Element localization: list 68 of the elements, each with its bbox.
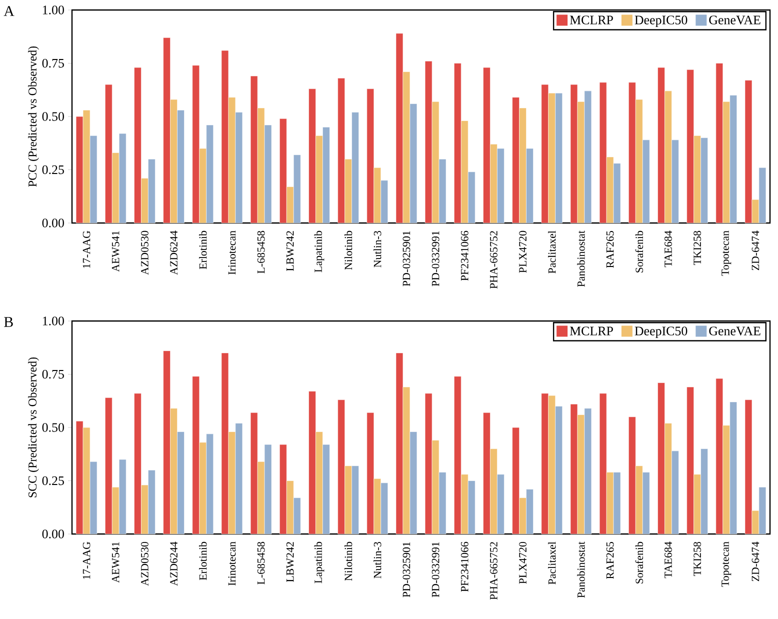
legend-label: MCLRP [570,16,613,24]
x-tick-label: TAE684 [664,542,672,578]
y-tick-label: 0.25 [42,476,64,486]
legend-label: DeepIC50 [634,16,688,28]
x-tick-label: 17-AAG [82,230,90,268]
x-tick-label: Panobinostat [577,542,585,598]
legend-label: GeneVAE [709,326,760,336]
y-axis-title: PCC (Predicted vs Observed) [28,46,39,187]
x-tick-label: AEW541 [112,542,120,583]
y-tick-label: 1.00 [42,316,64,326]
x-tick-label: Paclitaxel [548,542,556,584]
x-tick-label: Irinotecan [228,542,236,586]
x-tick-label: TAE684 [664,230,672,268]
x-tick-label: Erlotinib [199,542,207,580]
x-tick-label: PD-0332991 [432,231,440,286]
x-tick-label: AZD0530 [141,230,148,275]
text: A [4,6,14,16]
x-tick-label: PLX4720 [519,542,526,584]
x-tick-label: Erlotinib [199,230,207,270]
y-tick-label: 0.50 [42,112,64,121]
x-tick-label: L-685458 [257,542,265,584]
x-tick-label: Nutlin-3 [374,230,382,268]
legend-label: MCLRP [570,326,613,336]
x-tick-label: Topotecan [722,542,732,587]
x-tick-label: L-685458 [257,230,265,274]
y-tick-label: 0.25 [42,165,64,174]
x-tick-label: Sorafenib [635,230,644,272]
x-tick-label: Nutlin-3 [374,542,382,578]
y-tick-label: 1.00 [42,6,64,14]
x-tick-label: Lapatinib [314,230,324,272]
x-tick-label: PF2341066 [460,230,468,281]
x-tick-label: RAF265 [606,230,614,268]
x-tick-label: PLX4720 [519,230,526,273]
x-tick-label: RAF265 [606,542,614,579]
text: B [4,317,13,327]
x-tick-label: Lapatinib [314,542,324,584]
x-tick-label: Topotecan [722,230,732,276]
x-tick-label: PD-0325901 [402,231,410,286]
x-tick-label: PHA-665752 [490,542,498,600]
x-tick-label: Nilotinib [344,542,352,581]
x-tick-label: AZD6244 [170,542,178,586]
x-tick-label: ZD-6474 [752,542,760,582]
x-tick-label: AZD6244 [170,230,178,275]
x-tick-label: PHA-665752 [490,231,498,289]
x-tick-label: AEW541 [112,231,120,272]
y-tick-label: 0.00 [42,218,64,228]
y-tick-label: 0.75 [42,370,64,379]
y-tick-label: 0.50 [42,423,64,432]
x-tick-label: ZD-6474 [752,230,760,270]
x-tick-label: TKI258 [694,542,701,576]
y-axis-title: SCC (Predicted vs Observed) [28,357,39,498]
x-tick-label: LBW242 [286,542,294,582]
y-tick-label: 0.75 [42,58,64,68]
x-tick-label: AZD0530 [141,542,148,586]
x-tick-label: PD-0325901 [402,542,410,598]
x-tick-label: TKI258 [694,230,701,266]
x-tick-label: Sorafenib [635,542,644,584]
x-tick-label: Nilotinib [344,230,352,270]
legend-label: GeneVAE [709,16,760,24]
legend-label: DeepIC50 [634,326,688,338]
x-tick-label: Paclitaxel [548,230,556,274]
x-tick-label: Irinotecan [228,230,236,275]
x-tick-label: PD-0332991 [432,542,440,598]
x-tick-label: LBW242 [286,231,294,271]
y-tick-label: 0.00 [42,530,64,538]
x-tick-label: Panobinostat [577,230,585,287]
x-tick-label: 17-AAG [82,542,90,579]
x-tick-label: PF2341066 [460,542,468,592]
